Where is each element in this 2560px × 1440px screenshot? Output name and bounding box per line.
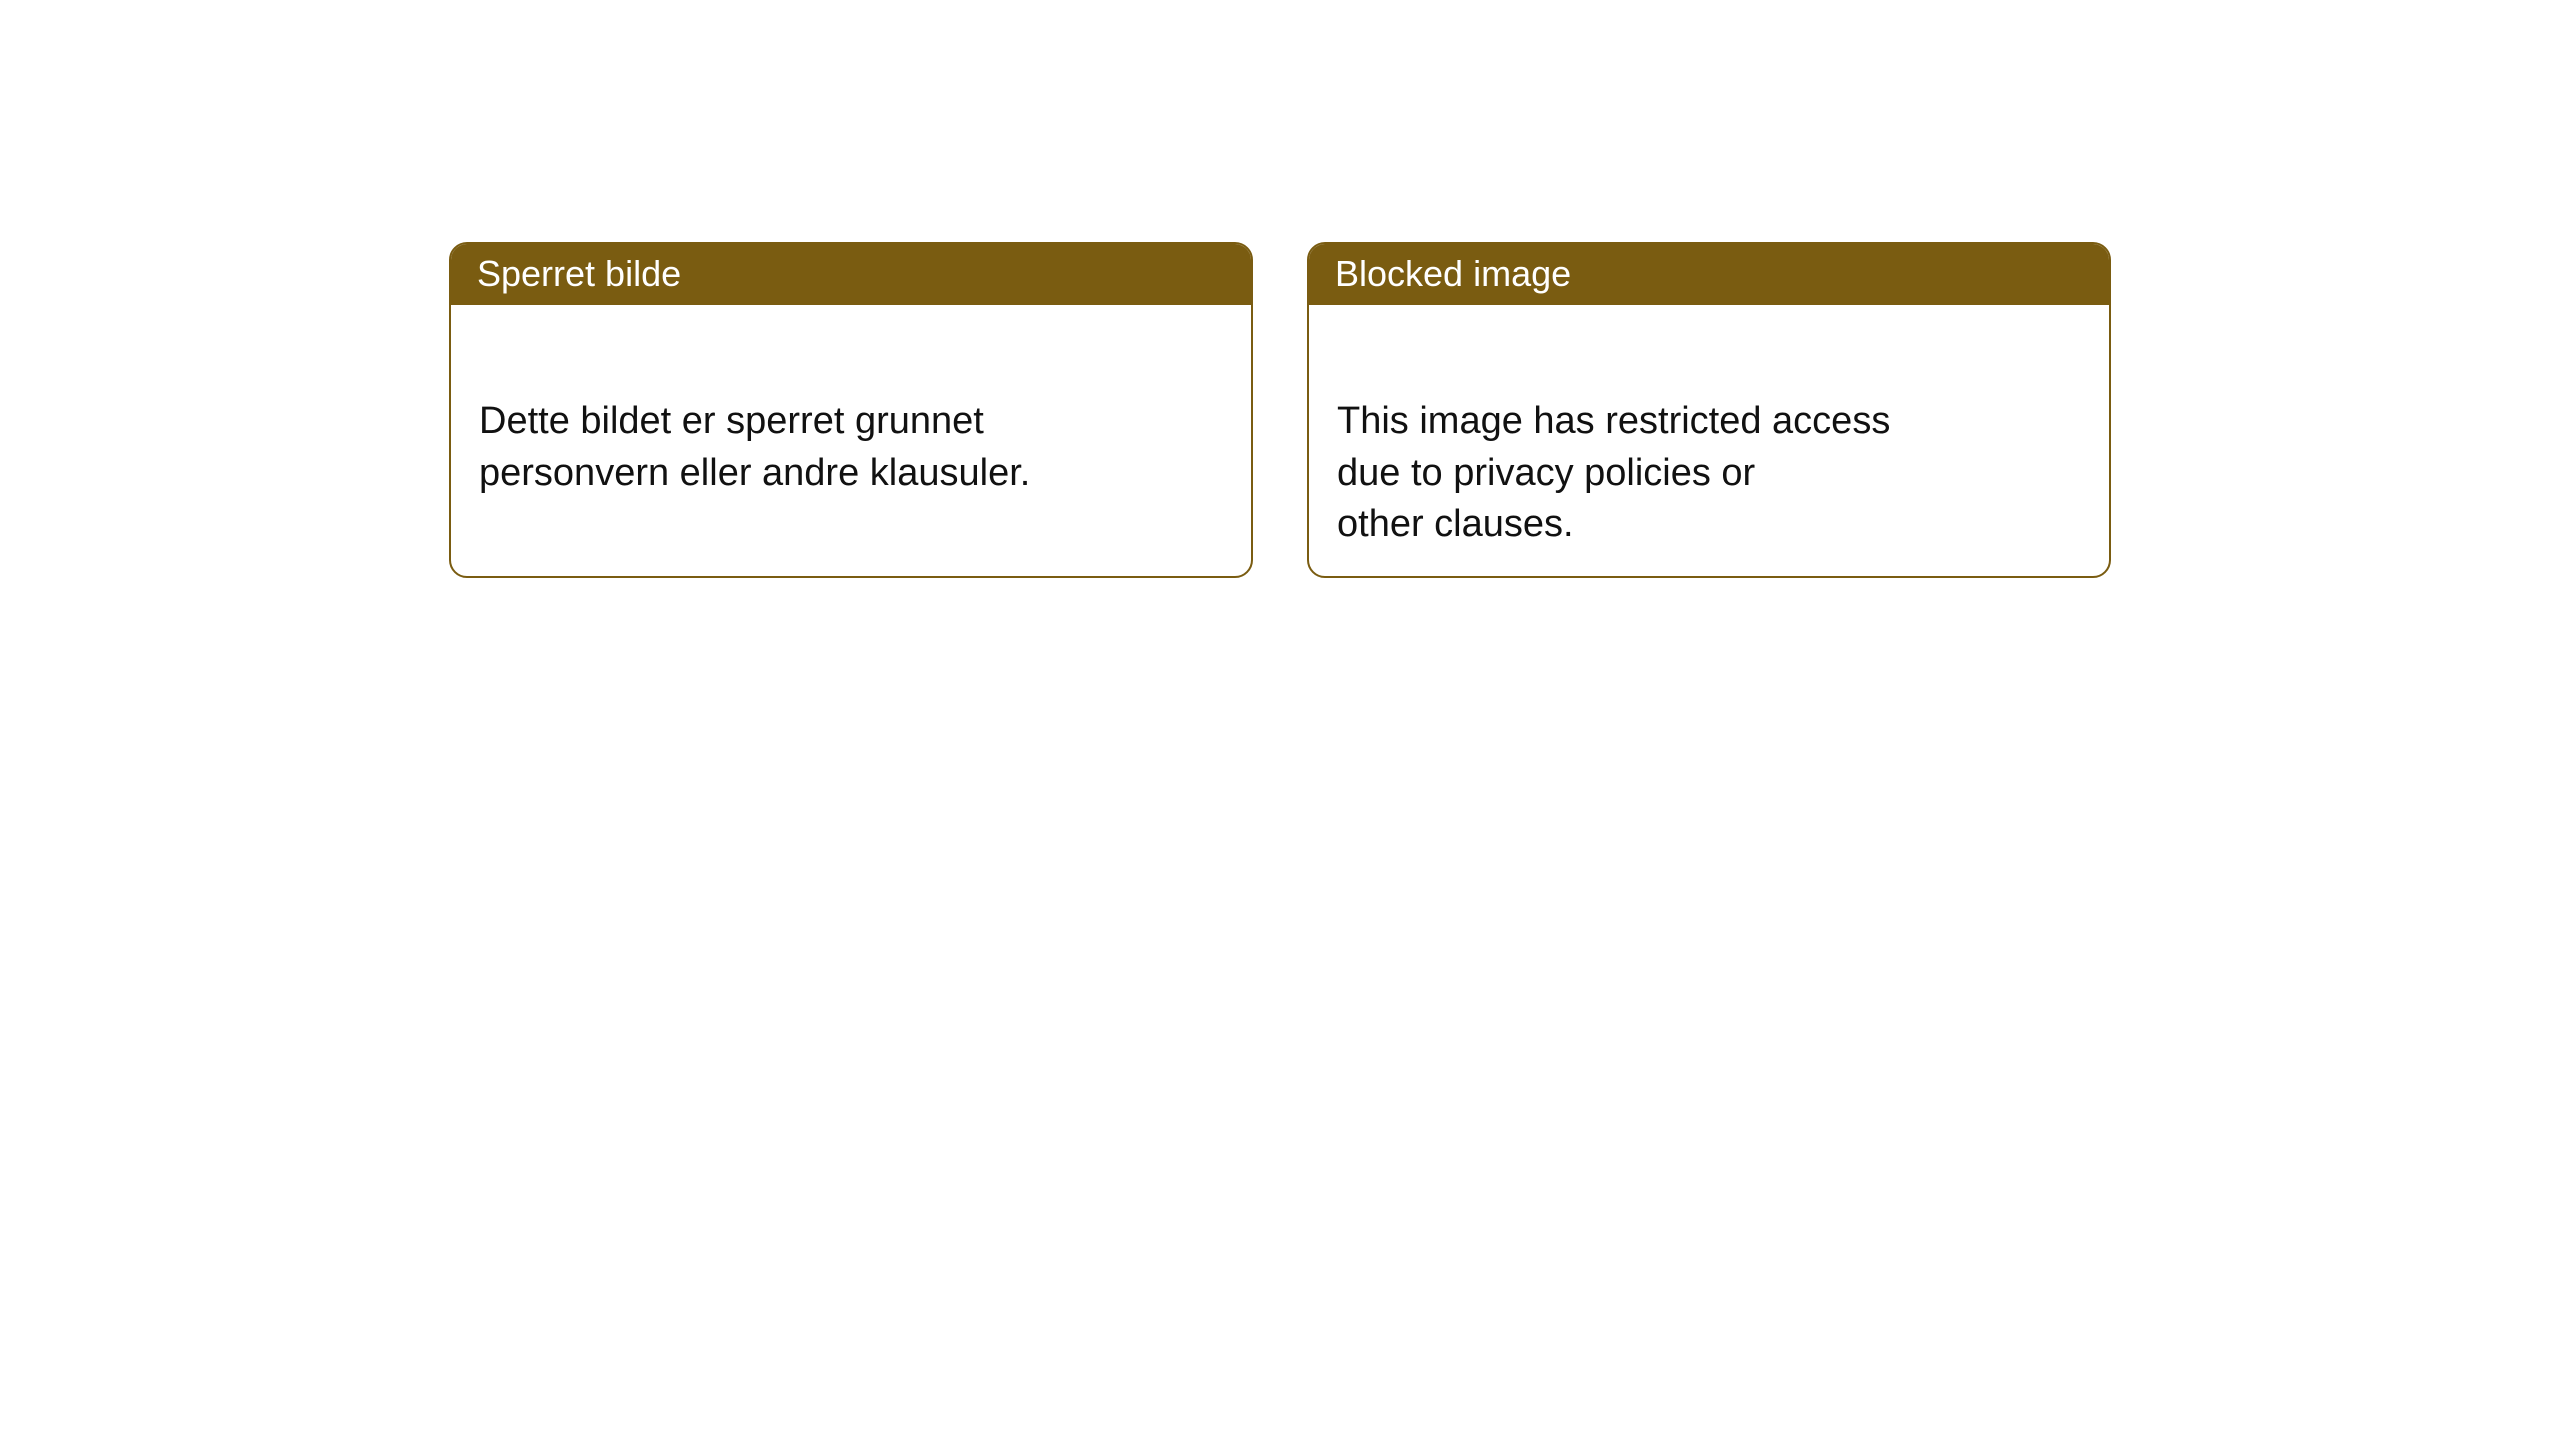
notice-card-text: This image has restricted access due to … (1337, 400, 1890, 545)
notice-cards-row: Sperret bilde Dette bildet er sperret gr… (449, 242, 2111, 578)
notice-card-title: Sperret bilde (477, 253, 681, 294)
notice-card-no: Sperret bilde Dette bildet er sperret gr… (449, 242, 1253, 578)
notice-card-text: Dette bildet er sperret grunnet personve… (479, 400, 1030, 493)
notice-card-title: Blocked image (1335, 253, 1571, 294)
notice-card-en: Blocked image This image has restricted … (1307, 242, 2111, 578)
notice-card-body: This image has restricted access due to … (1309, 305, 2109, 578)
notice-card-header: Blocked image (1309, 244, 2109, 305)
notice-card-body: Dette bildet er sperret grunnet personve… (451, 305, 1251, 527)
notice-card-header: Sperret bilde (451, 244, 1251, 305)
